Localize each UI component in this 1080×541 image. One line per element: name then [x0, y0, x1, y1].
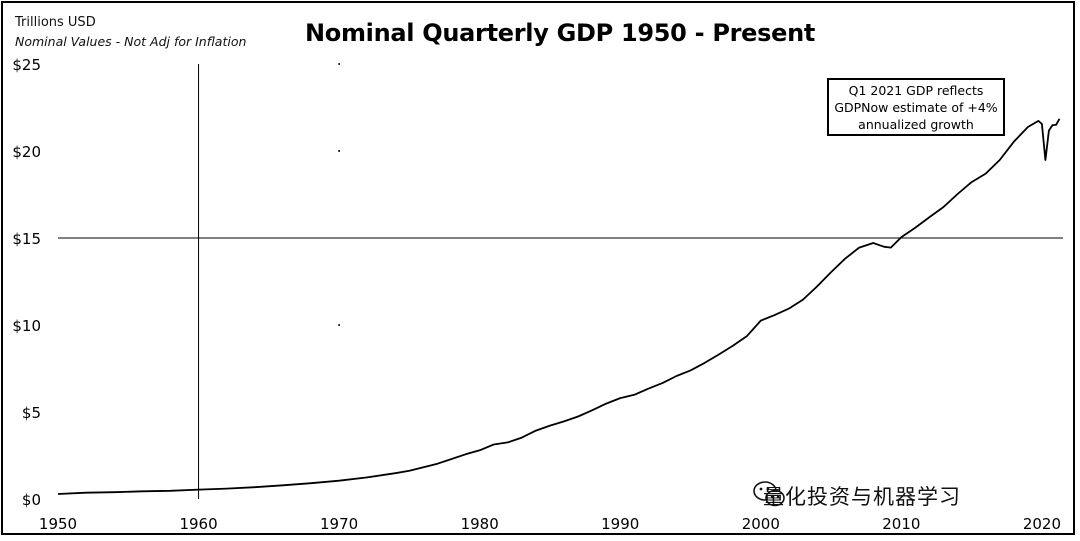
- x-tick-label: 1960: [179, 515, 217, 533]
- annotation-line-2: GDPNow estimate of +4%: [834, 100, 998, 115]
- annotation-line-3: annualized growth: [858, 117, 974, 132]
- grid-dot: [338, 150, 341, 152]
- y-tick-label: $25: [12, 56, 41, 74]
- units-label: Trillions USD: [15, 15, 96, 30]
- x-tick-label: 2010: [882, 515, 920, 533]
- y-tick-label: $10: [12, 317, 41, 335]
- annotation-box: Q1 2021 GDP reflects GDPNow estimate of …: [827, 78, 1005, 136]
- grid-dot: [338, 324, 341, 326]
- grid-dot: [338, 63, 341, 65]
- y-tick-label: $20: [12, 143, 41, 161]
- inflation-note: Nominal Values - Not Adj for Inflation: [15, 34, 247, 49]
- watermark-text: 量化投资与机器学习: [763, 485, 961, 509]
- gdp-series-line: [57, 118, 1061, 495]
- wechat-icon: [753, 481, 785, 507]
- x-tick-label: 2000: [742, 515, 780, 533]
- y-tick-label: $15: [12, 230, 41, 248]
- annotation-line-1: Q1 2021 GDP reflects: [848, 83, 984, 98]
- y-tick-label: $0: [22, 491, 41, 509]
- x-tick-label: 1980: [461, 515, 499, 533]
- x-tick-label: 2020: [1023, 515, 1061, 533]
- gdp-line-chart: $0 $5 $10 $15 $20 $25 1950 1960 1970 1980 1990 2000…: [12, 56, 1063, 533]
- y-tick-label: $5: [22, 404, 41, 422]
- x-tick-label: 1970: [320, 515, 358, 533]
- chart-title: Nominal Quarterly GDP 1950 - Present: [305, 19, 816, 47]
- x-tick-label: 1990: [601, 515, 639, 533]
- x-tick-label: 1950: [39, 515, 77, 533]
